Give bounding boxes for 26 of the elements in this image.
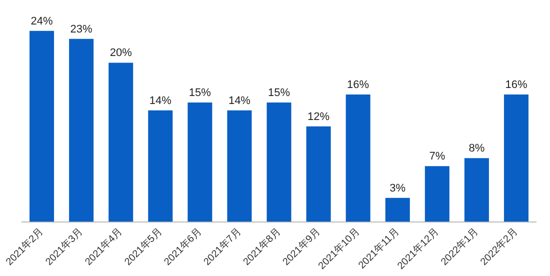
bar (108, 62, 134, 222)
data-label: 8% (468, 142, 485, 155)
data-label: 7% (429, 150, 446, 163)
data-label: 24% (30, 15, 53, 28)
data-label: 12% (308, 110, 330, 123)
data-label: 14% (228, 94, 251, 107)
bar (227, 110, 252, 222)
bar (504, 94, 528, 222)
data-label: 16% (505, 79, 528, 92)
data-label: 15% (268, 87, 290, 100)
bar (424, 166, 450, 222)
bar (464, 158, 489, 222)
bar (30, 30, 54, 222)
data-label: 3% (390, 182, 406, 194)
bar (188, 102, 212, 222)
bar (69, 38, 94, 222)
bar (148, 110, 173, 222)
data-label: 14% (149, 94, 172, 107)
bar (266, 102, 292, 222)
bar (346, 94, 370, 222)
data-label: 23% (70, 23, 93, 36)
bar (306, 126, 331, 222)
bar (385, 198, 410, 222)
data-label: 15% (188, 87, 212, 100)
data-label: 20% (110, 47, 132, 60)
data-label: 16% (347, 79, 370, 92)
